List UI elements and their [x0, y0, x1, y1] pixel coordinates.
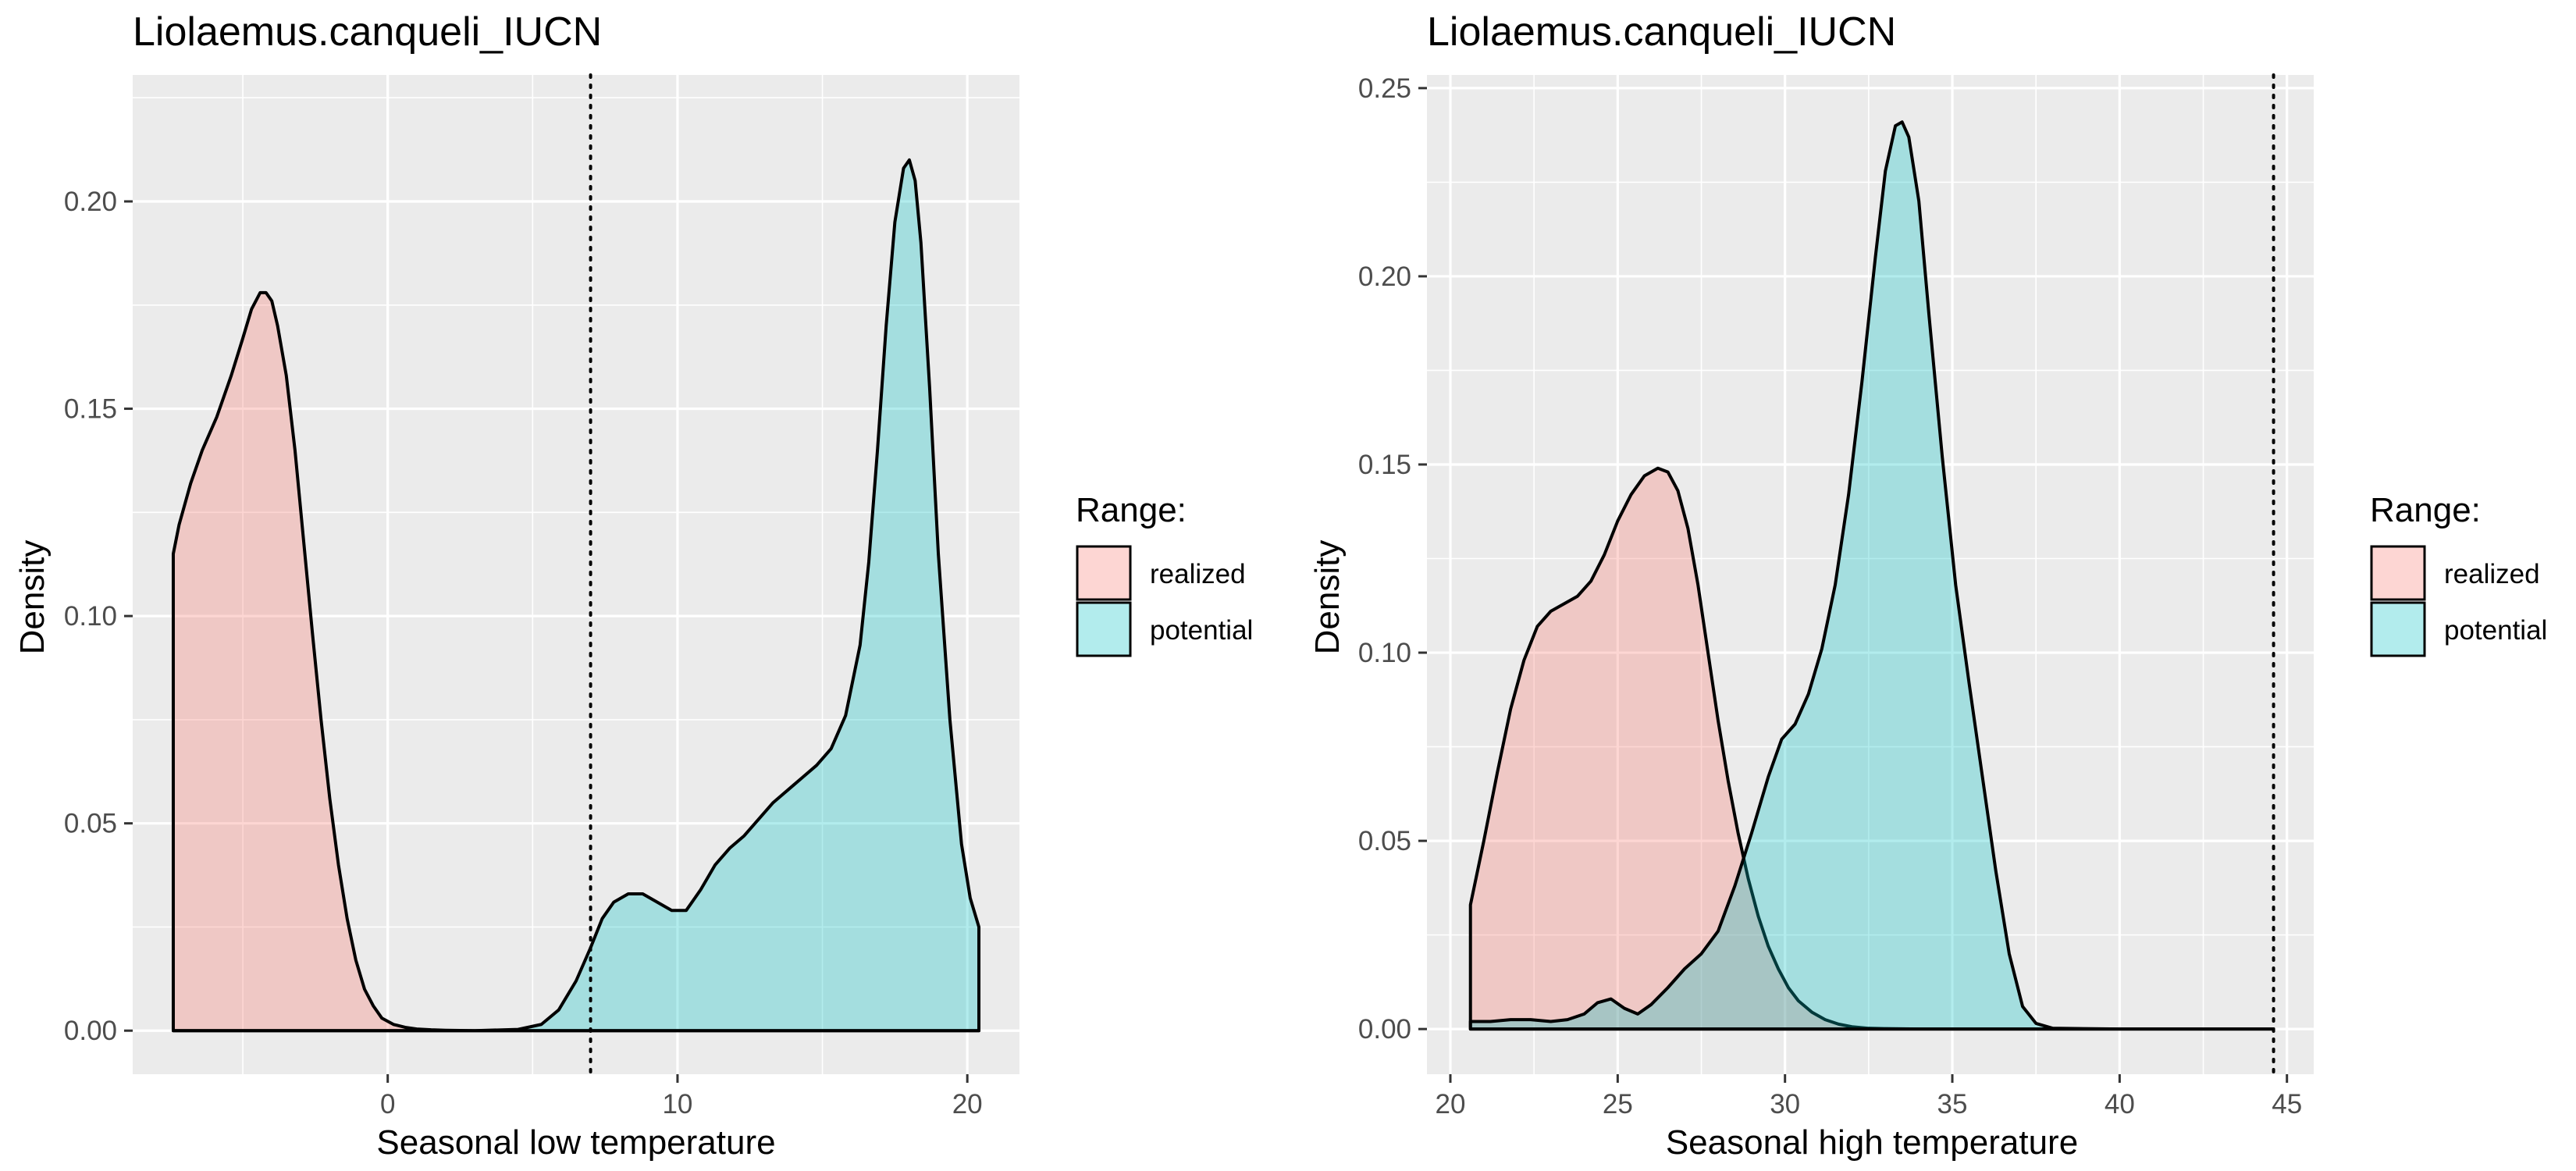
x-tick-label: 40 [2105, 1089, 2135, 1119]
x-tick-label: 30 [1770, 1089, 1800, 1119]
legend-label-realized: realized [1150, 559, 1246, 589]
y-tick-label: 0.00 [1358, 1014, 1411, 1045]
density-chart-seasonal-high: Liolaemus.canqueli_IUCN 20 25 30 35 40 45 0.00… [1308, 9, 2547, 1162]
legend-key-potential [1076, 601, 1132, 657]
plot-panel [133, 75, 1019, 1074]
chart-title: Liolaemus.canqueli_IUCN [133, 9, 602, 55]
x-tick-label: 0 [380, 1089, 395, 1119]
legend-label-potential: potential [2444, 615, 2547, 646]
x-tick-label: 20 [1436, 1089, 1466, 1119]
x-tick-label: 35 [1937, 1089, 1968, 1119]
y-tick-label: 0.10 [64, 601, 117, 632]
y-tick-label: 0.05 [64, 809, 117, 839]
legend-title: Range: [2370, 491, 2481, 529]
legend-key-realized [2370, 545, 2426, 601]
major-gridlines [133, 75, 1019, 1074]
x-axis-title: Seasonal high temperature [1666, 1123, 2078, 1162]
plot-panel [1427, 75, 2314, 1074]
minor-gridlines [133, 75, 1019, 1074]
y-tick-label: 0.20 [64, 187, 117, 217]
y-tick-label: 0.20 [1358, 262, 1411, 292]
density-areas [1468, 120, 2275, 1031]
density-area-realized [1468, 466, 2275, 1031]
y-axis-title: Density [1308, 540, 1347, 655]
axis-ticks: 0 10 20 0.00 0.05 0.10 0.15 0.20 [64, 187, 983, 1119]
axis-ticks: 20 25 30 35 40 45 0.00 0.05 0.10 0.15 0.20 0.25 [1358, 73, 2302, 1119]
density-area-potential [1468, 120, 2275, 1031]
x-tick-label: 45 [2272, 1089, 2302, 1119]
x-tick-label: 25 [1603, 1089, 1633, 1119]
x-axis-title: Seasonal low temperature [376, 1123, 775, 1162]
chart-title: Liolaemus.canqueli_IUCN [1427, 9, 1896, 55]
y-tick-label: 0.15 [64, 394, 117, 425]
y-tick-label: 0.25 [1358, 73, 1411, 104]
legend-title: Range: [1076, 491, 1187, 529]
y-tick-label: 0.00 [64, 1016, 117, 1046]
y-axis-title: Density [13, 540, 52, 655]
legend: Range: realized potential [1076, 491, 1253, 657]
legend-label-realized: realized [2444, 559, 2540, 589]
y-tick-label: 0.10 [1358, 638, 1411, 668]
x-tick-label: 20 [952, 1089, 983, 1119]
minor-gridlines [1427, 75, 2314, 1074]
y-tick-label: 0.15 [1358, 450, 1411, 480]
legend-label-potential: potential [1150, 615, 1253, 646]
legend-key-realized [1076, 545, 1132, 601]
density-chart-seasonal-low: Liolaemus.canqueli_IUCN 0 10 20 0.00 0.05 0.1… [13, 9, 1253, 1162]
x-tick-label: 10 [662, 1089, 692, 1119]
legend-key-potential [2370, 601, 2426, 657]
legend: Range: realized potential [2370, 491, 2547, 657]
y-tick-label: 0.05 [1358, 826, 1411, 856]
